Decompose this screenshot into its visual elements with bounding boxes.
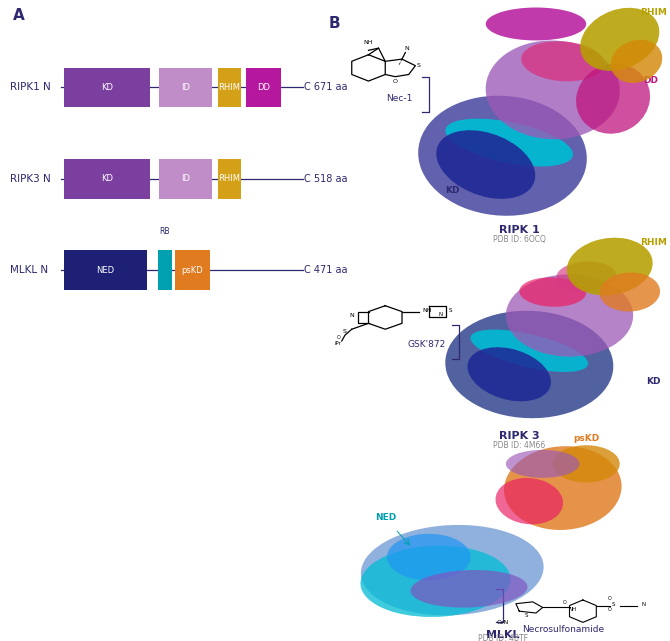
Ellipse shape (486, 40, 620, 139)
Text: RIPK 1: RIPK 1 (499, 224, 539, 235)
Text: MLKL: MLKL (486, 630, 519, 640)
Ellipse shape (360, 545, 511, 617)
Text: MLKL N: MLKL N (10, 265, 48, 275)
Text: RHIM: RHIM (640, 238, 667, 247)
FancyBboxPatch shape (64, 251, 147, 290)
Text: O: O (608, 607, 612, 612)
Ellipse shape (470, 329, 588, 372)
Text: S: S (449, 308, 452, 313)
Text: RIPK3 N: RIPK3 N (10, 174, 50, 184)
Text: NH: NH (364, 40, 373, 45)
Text: KD: KD (101, 83, 113, 92)
Text: psKD: psKD (573, 435, 600, 444)
Ellipse shape (418, 96, 587, 216)
Ellipse shape (521, 41, 604, 81)
Text: KD: KD (101, 174, 113, 183)
Ellipse shape (436, 130, 535, 199)
Text: N: N (641, 601, 645, 606)
FancyBboxPatch shape (64, 159, 150, 199)
Ellipse shape (506, 274, 633, 356)
FancyBboxPatch shape (246, 67, 281, 107)
FancyBboxPatch shape (218, 159, 241, 199)
Ellipse shape (580, 8, 659, 71)
Text: O: O (393, 79, 398, 84)
Ellipse shape (496, 478, 563, 524)
Text: GSK'872: GSK'872 (407, 340, 446, 349)
Text: C 671 aa: C 671 aa (304, 83, 348, 92)
Ellipse shape (519, 278, 586, 307)
FancyBboxPatch shape (175, 251, 210, 290)
Ellipse shape (446, 311, 613, 418)
Ellipse shape (468, 347, 551, 401)
Text: A: A (13, 8, 25, 23)
FancyBboxPatch shape (64, 67, 150, 107)
Text: NH: NH (422, 308, 431, 313)
Text: iPr: iPr (335, 341, 342, 346)
Text: N: N (405, 46, 409, 51)
Ellipse shape (576, 63, 650, 134)
Text: S: S (417, 63, 421, 68)
Text: O: O (563, 600, 566, 604)
Text: O: O (608, 596, 612, 601)
Text: O: O (336, 335, 340, 340)
Text: Nec-1: Nec-1 (386, 94, 412, 103)
Text: PDB ID: 4BTF: PDB ID: 4BTF (478, 634, 527, 641)
Ellipse shape (361, 525, 543, 615)
Ellipse shape (446, 119, 573, 167)
Text: N: N (439, 312, 443, 317)
Text: NH: NH (569, 607, 577, 612)
FancyBboxPatch shape (157, 251, 172, 290)
Text: RHIM: RHIM (640, 8, 667, 17)
FancyBboxPatch shape (218, 67, 241, 107)
Text: ID: ID (181, 174, 190, 183)
Text: NED: NED (375, 513, 396, 522)
Text: S: S (343, 329, 347, 334)
FancyBboxPatch shape (159, 159, 212, 199)
Ellipse shape (411, 570, 527, 608)
Text: KD: KD (646, 377, 661, 386)
Text: S: S (611, 601, 615, 606)
Ellipse shape (556, 262, 616, 291)
Text: NED: NED (96, 266, 115, 275)
Ellipse shape (600, 272, 660, 312)
Ellipse shape (387, 534, 470, 580)
Text: N: N (349, 313, 354, 319)
Text: C 471 aa: C 471 aa (304, 265, 348, 275)
Text: DD: DD (257, 83, 270, 92)
Text: RHIM: RHIM (218, 83, 241, 92)
Text: RIPK 3: RIPK 3 (499, 431, 539, 441)
FancyBboxPatch shape (159, 67, 212, 107)
Text: psKD: psKD (182, 266, 203, 275)
Text: Necrosulfonamide: Necrosulfonamide (522, 625, 604, 634)
Ellipse shape (553, 445, 620, 483)
Text: C 518 aa: C 518 aa (304, 174, 348, 184)
Text: B: B (329, 17, 341, 31)
Ellipse shape (567, 238, 653, 296)
Text: S: S (524, 613, 528, 618)
Ellipse shape (504, 446, 622, 530)
Ellipse shape (506, 450, 580, 478)
Text: PDB ID: 6OCQ: PDB ID: 6OCQ (493, 235, 545, 244)
Text: DD: DD (643, 76, 658, 85)
Ellipse shape (611, 40, 662, 83)
Text: PDB ID: 4M66: PDB ID: 4M66 (493, 441, 545, 450)
Ellipse shape (486, 8, 586, 40)
Text: KD: KD (445, 186, 460, 195)
Text: RB: RB (159, 228, 170, 237)
Text: ID: ID (181, 83, 190, 92)
Text: RHIM: RHIM (218, 174, 241, 183)
Text: RIPK1 N: RIPK1 N (10, 83, 50, 92)
Text: O₂N: O₂N (496, 620, 509, 625)
